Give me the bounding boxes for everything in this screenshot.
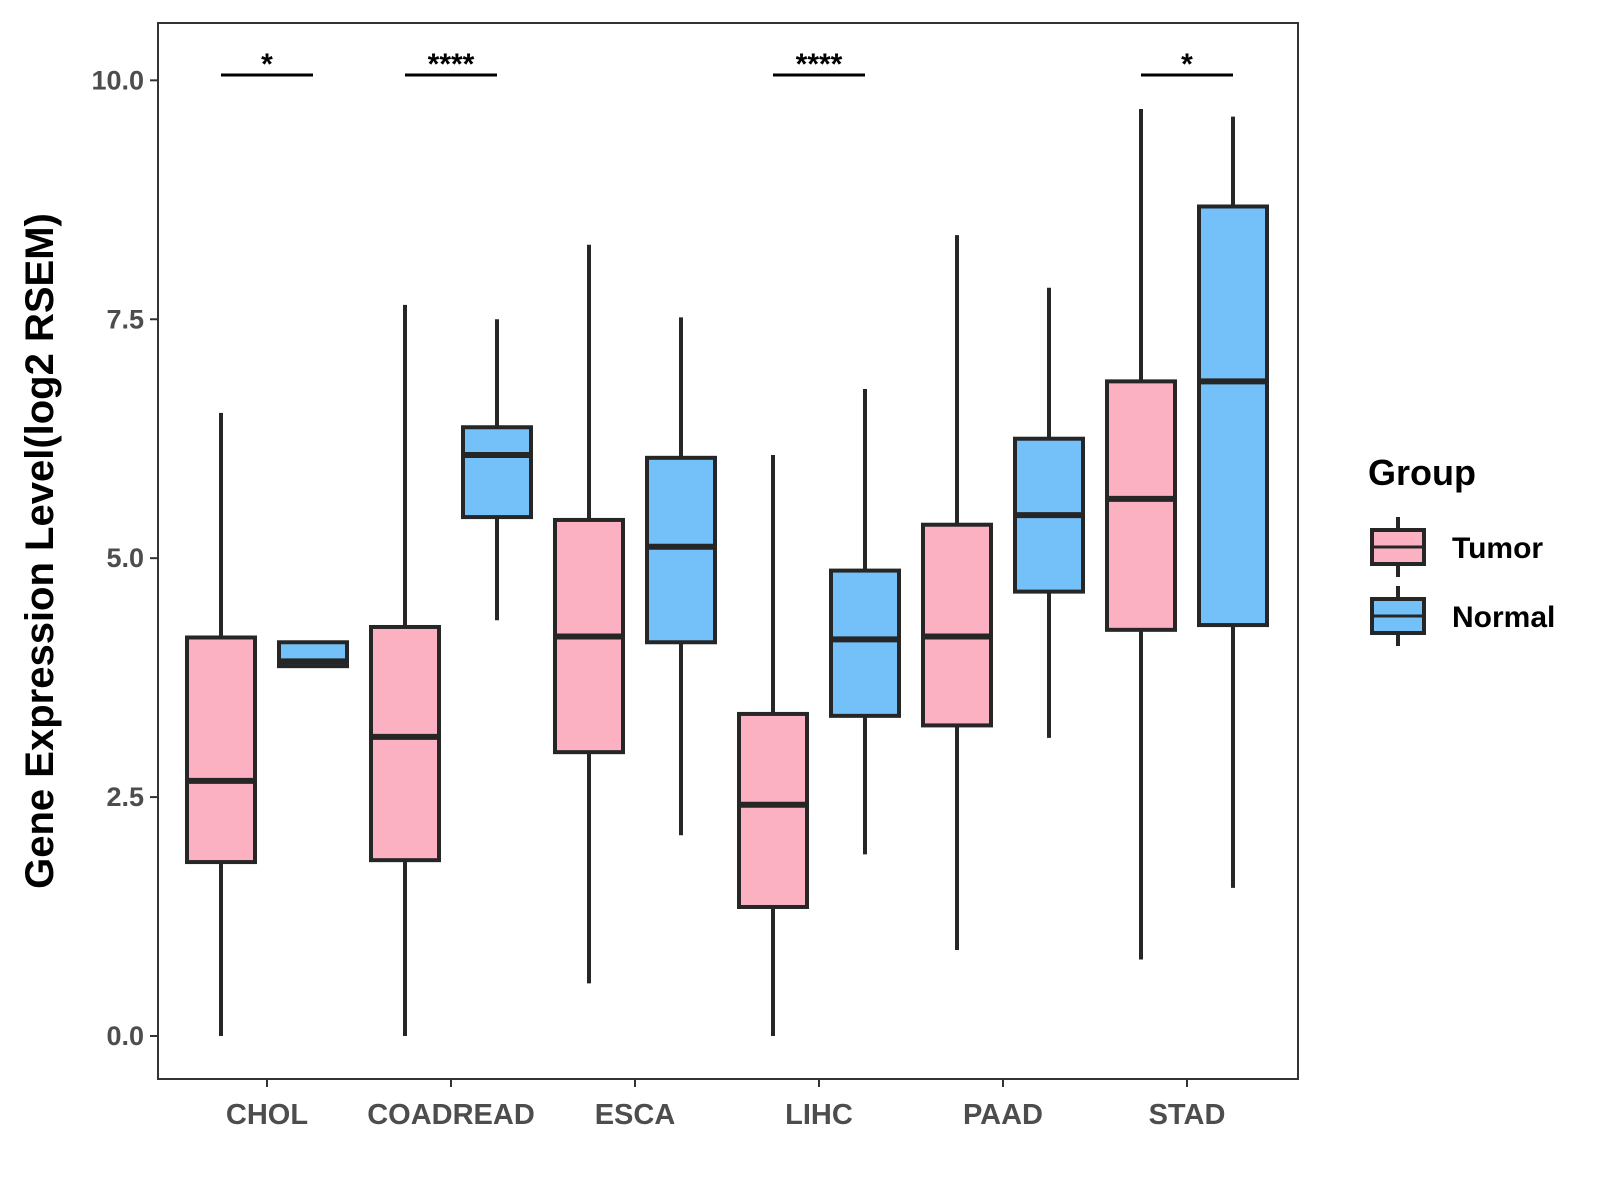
box-iqr	[1197, 204, 1269, 628]
legend-key-normal	[1370, 586, 1426, 646]
legend-label: Normal	[1452, 601, 1555, 634]
y-tick-label: 2.5	[106, 782, 144, 812]
x-axis: CHOL COADREAD ESCA LIHC PAAD STAD	[226, 1079, 1225, 1131]
box-normal-stad	[1197, 116, 1269, 888]
significance-label: ****	[796, 48, 843, 81]
box-tumor-esca	[553, 244, 625, 984]
y-axis: 0.0 2.5 5.0 7.5 10.0	[91, 65, 158, 1051]
y-tick-label: 10.0	[91, 65, 144, 95]
box-iqr	[185, 635, 257, 865]
legend: Group Tumor Normal	[1368, 452, 1555, 646]
significance-layer: * **** **** *	[221, 48, 1233, 81]
box-normal-lihc	[829, 389, 901, 855]
x-tick-label: ESCA	[595, 1099, 676, 1131]
box-iqr	[369, 624, 441, 863]
box-tumor-coadread	[369, 304, 441, 1036]
y-tick-label: 0.0	[106, 1021, 144, 1051]
x-tick-label: PAAD	[963, 1099, 1043, 1131]
box-iqr	[1105, 379, 1177, 632]
x-tick-label: CHOL	[226, 1099, 308, 1131]
x-tick-label: LIHC	[785, 1099, 853, 1131]
box-tumor-chol	[185, 412, 257, 1036]
box-iqr	[829, 568, 901, 718]
x-tick-label: COADREAD	[367, 1099, 535, 1131]
significance-label: *	[1181, 48, 1193, 81]
box-iqr	[737, 711, 809, 909]
box-iqr	[461, 425, 533, 520]
box-tumor-stad	[1105, 109, 1177, 960]
legend-label: Tumor	[1452, 532, 1543, 565]
x-tick-label: STAD	[1149, 1099, 1226, 1131]
box-normal-coadread	[461, 319, 533, 621]
box-normal-paad	[1013, 287, 1085, 738]
box-normal-chol	[277, 640, 349, 669]
legend-key-tumor	[1370, 517, 1426, 577]
y-tick-label: 7.5	[106, 304, 144, 334]
box-iqr	[645, 455, 717, 645]
significance-label: *	[261, 48, 273, 81]
y-axis-title: Gene Expression Level(log2 RSEM)	[18, 213, 62, 889]
box-tumor-paad	[921, 235, 993, 950]
box-tumor-lihc	[737, 454, 809, 1036]
boxes-layer	[185, 109, 1269, 1036]
y-tick-label: 5.0	[106, 543, 144, 573]
box-iqr	[921, 522, 993, 728]
legend-title: Group	[1368, 452, 1476, 493]
box-normal-esca	[645, 317, 717, 836]
significance-label: ****	[428, 48, 475, 81]
